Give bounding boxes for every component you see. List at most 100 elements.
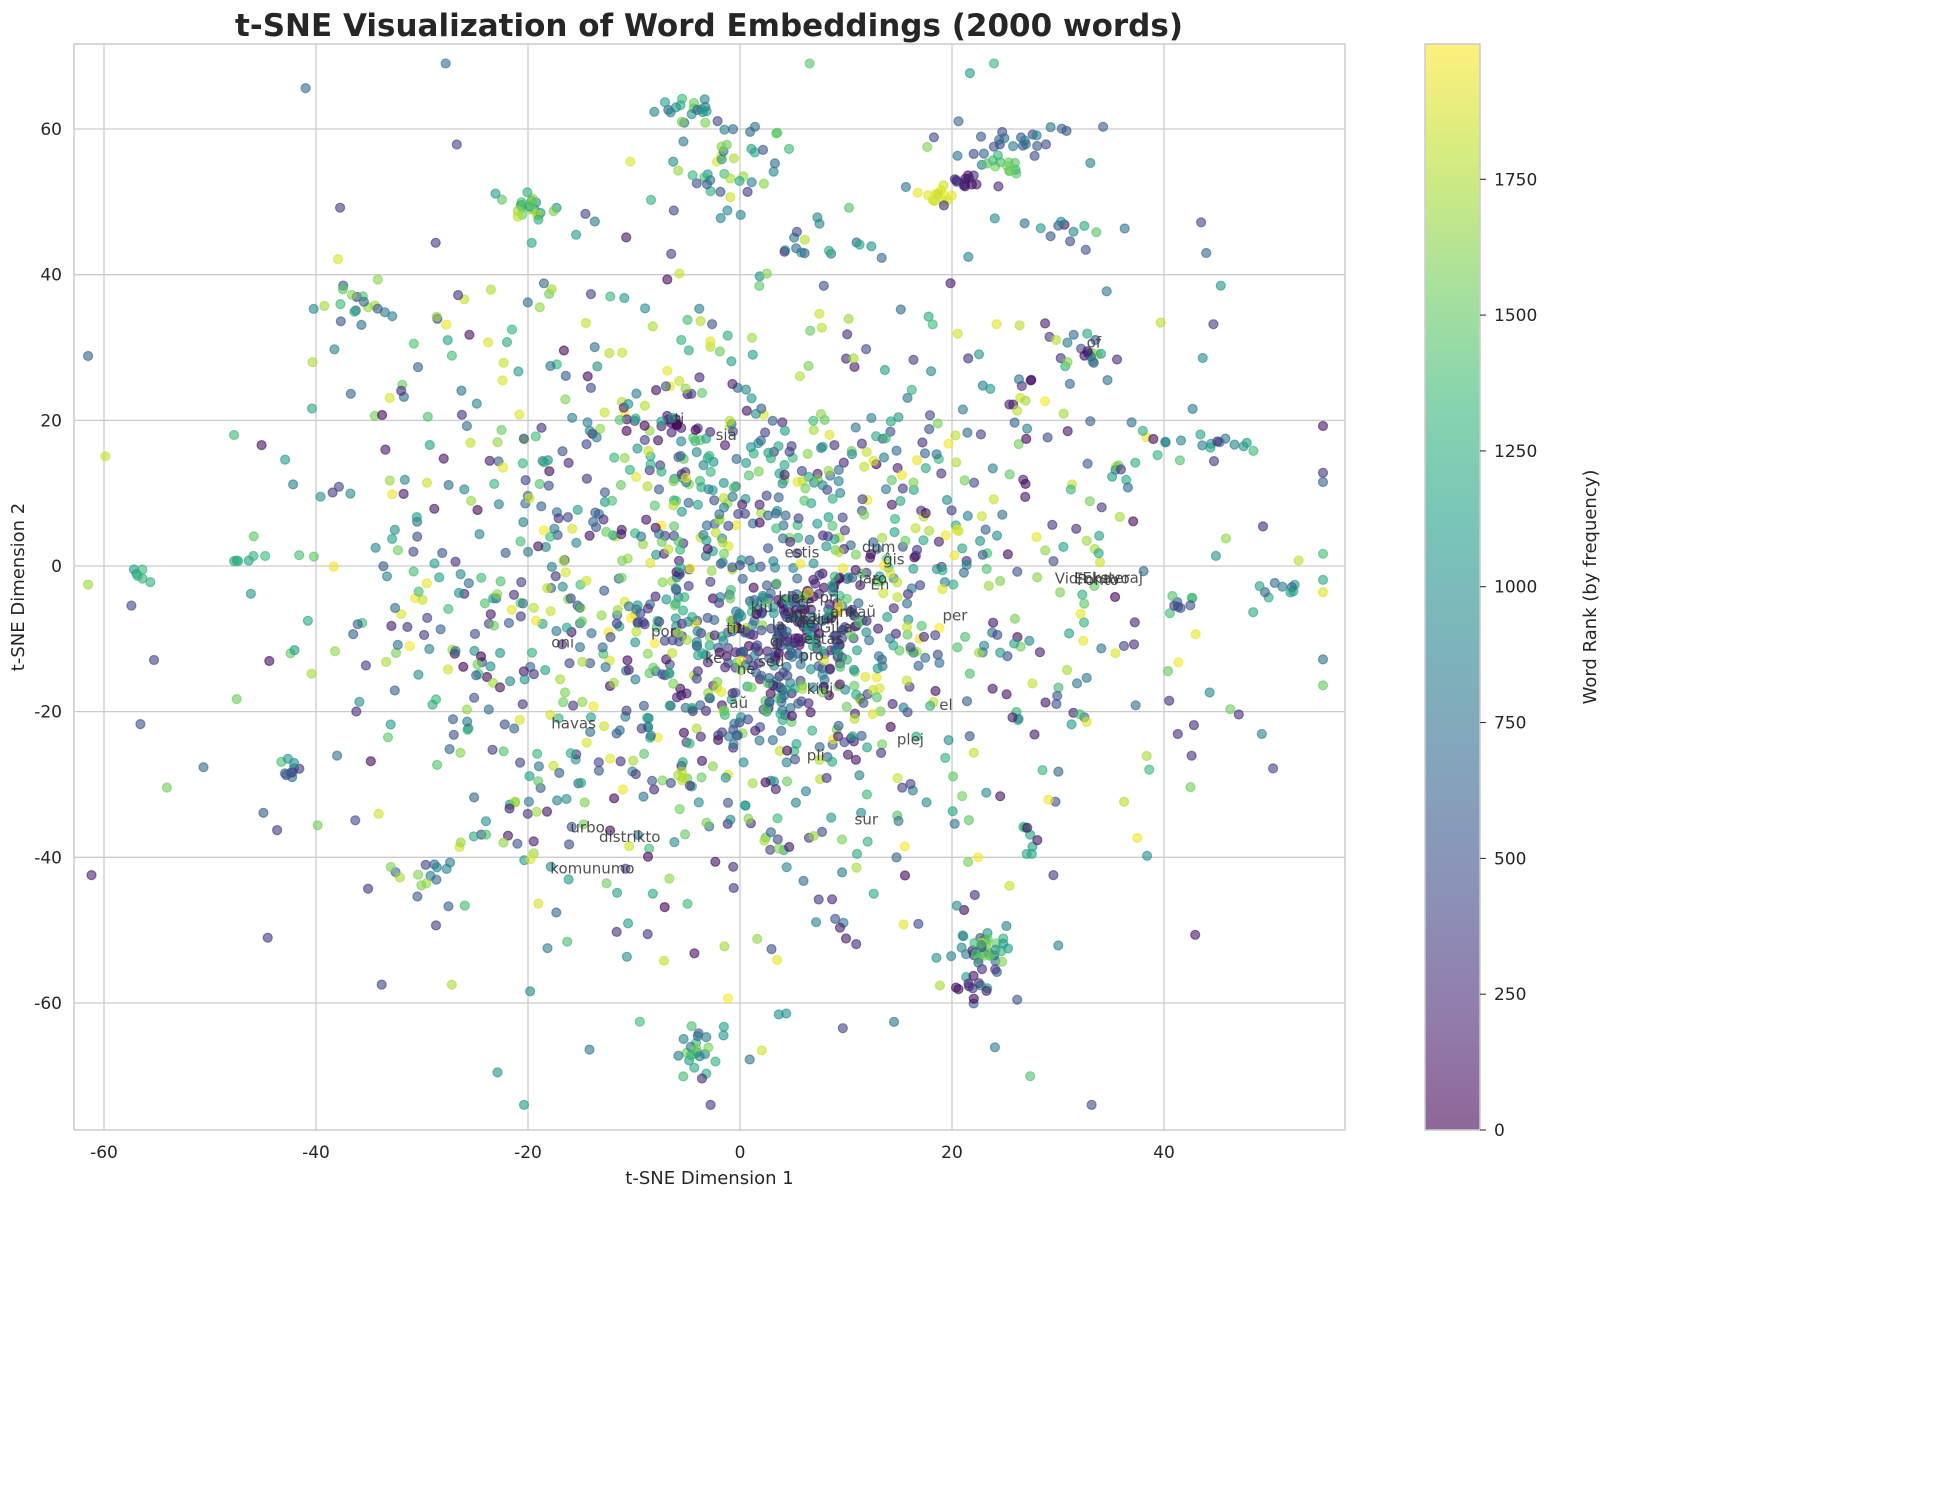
word-annotation: la [772, 616, 785, 634]
word-point [1167, 590, 1178, 602]
word-point [1053, 940, 1064, 951]
word-point [592, 361, 603, 372]
word-point [1317, 680, 1329, 691]
word-point [878, 560, 890, 571]
word-point [920, 507, 931, 519]
word-point [897, 782, 908, 793]
word-point [683, 345, 694, 356]
word-point [718, 502, 730, 513]
word-point [1094, 530, 1105, 541]
word-point [761, 490, 772, 501]
x-tick-label: 40 [1153, 1143, 1175, 1163]
word-point [668, 476, 679, 487]
word-point [560, 567, 571, 578]
word-point [953, 116, 964, 127]
word-point [1254, 580, 1265, 592]
word-point [462, 716, 473, 727]
word-point [784, 536, 796, 548]
word-point [438, 453, 449, 464]
word-point [522, 546, 534, 558]
word-point [798, 875, 809, 887]
word-point [1277, 581, 1288, 592]
word-point [399, 474, 410, 485]
word-point [757, 144, 769, 155]
word-point [1317, 420, 1329, 432]
word-point [601, 526, 612, 538]
word-annotation: distrikto [599, 828, 660, 846]
word-point [893, 815, 904, 827]
word-point [772, 127, 783, 138]
word-point [1164, 608, 1176, 619]
word-point [1152, 450, 1163, 461]
word-point [424, 643, 435, 655]
word-point [871, 692, 883, 703]
word-point [1009, 638, 1020, 649]
word-point [560, 370, 571, 381]
word-annotation: Eksteraj [1082, 569, 1143, 587]
word-point [617, 347, 628, 358]
word-point [981, 563, 992, 575]
word-point [913, 918, 924, 930]
word-point [781, 1008, 792, 1019]
word-point [1068, 329, 1079, 340]
word-point [899, 870, 911, 881]
word-point [938, 200, 950, 211]
word-point [1102, 375, 1113, 386]
word-point [953, 983, 964, 995]
word-point [771, 578, 782, 589]
word-point [495, 647, 506, 659]
word-point [498, 462, 509, 473]
word-annotation: kiuj [807, 680, 834, 698]
word-annotation: of [1087, 334, 1102, 352]
word-point [892, 772, 903, 784]
word-point [886, 499, 898, 510]
word-point [715, 591, 726, 603]
word-point [584, 530, 595, 541]
word-point [412, 531, 423, 542]
word-point [992, 629, 1003, 641]
word-point [545, 606, 556, 617]
word-point [1029, 150, 1040, 161]
word-point [973, 852, 984, 863]
word-point [498, 837, 509, 848]
word-point [639, 434, 650, 446]
word-point [302, 615, 313, 626]
word-point [1197, 352, 1208, 364]
word-point [816, 615, 828, 627]
word-point [750, 667, 762, 678]
word-point [1053, 766, 1064, 777]
word-point [1064, 378, 1076, 389]
word-point [635, 531, 647, 542]
word-point [676, 775, 688, 786]
y-tick-label: 0 [51, 557, 62, 577]
word-point [260, 550, 271, 562]
word-point [662, 274, 673, 285]
word-point [596, 610, 607, 621]
word-point [792, 573, 803, 584]
word-point [389, 524, 400, 536]
word-point [728, 482, 740, 493]
colorbar-tick-label: 500 [1494, 849, 1526, 869]
word-point [682, 898, 693, 909]
word-point [934, 657, 945, 669]
word-point [930, 630, 941, 641]
word-point [430, 920, 442, 931]
word-point [925, 700, 936, 712]
word-point [1031, 531, 1042, 543]
word-point [560, 394, 571, 405]
word-point [484, 455, 495, 466]
word-point [664, 668, 675, 679]
word-point [757, 590, 768, 602]
word-point [306, 668, 317, 679]
word-point [769, 158, 781, 169]
word-point [458, 661, 469, 672]
word-point [766, 943, 777, 955]
word-point [692, 650, 704, 661]
word-point [792, 698, 804, 709]
word-point [667, 647, 678, 659]
word-point [850, 422, 861, 433]
word-point [746, 143, 757, 154]
word-point [532, 748, 543, 759]
word-point [345, 388, 356, 399]
word-point [1051, 698, 1062, 710]
